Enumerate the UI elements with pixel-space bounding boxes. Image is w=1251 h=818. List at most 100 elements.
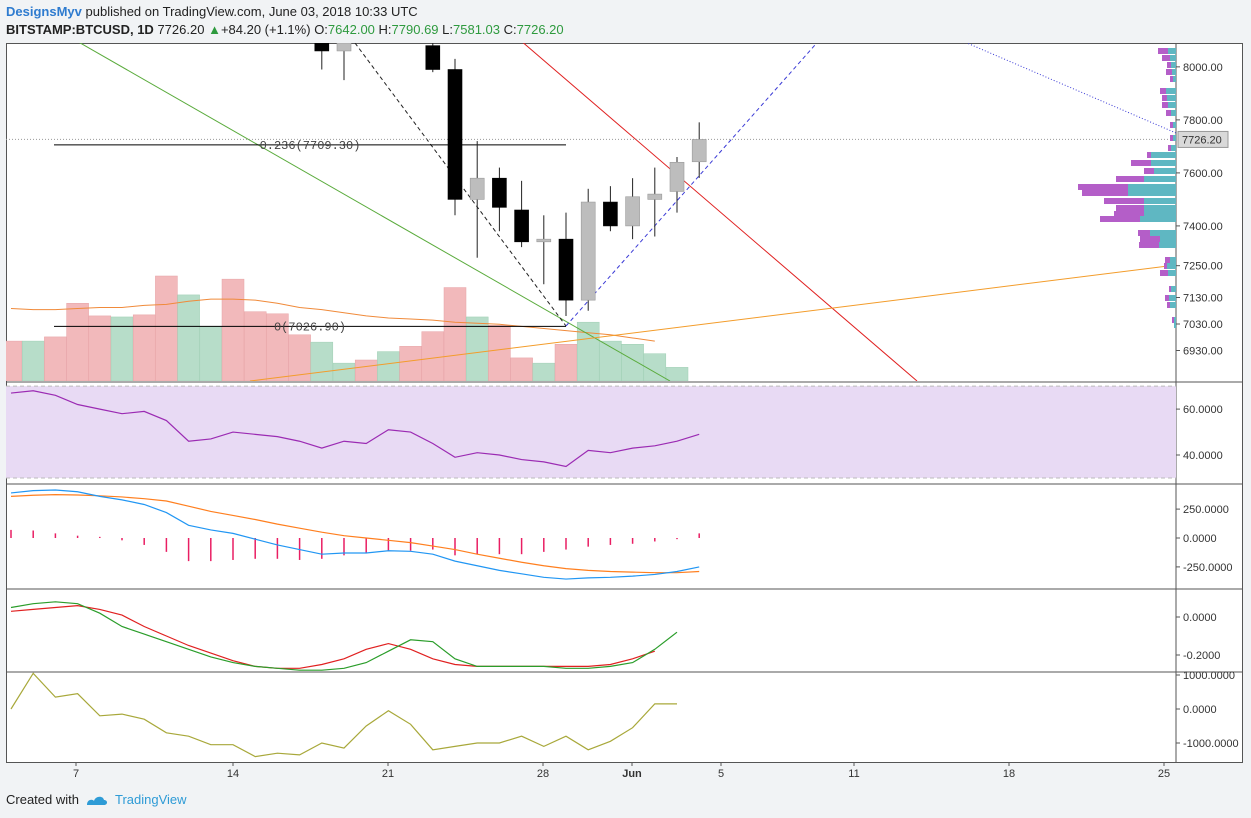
volume-bar — [88, 315, 112, 381]
cci-pane[interactable] — [10, 672, 677, 758]
volume-profile-sell — [1078, 184, 1128, 190]
volume-profile-sell — [1104, 198, 1144, 204]
price-tick-label: 7600.00 — [1183, 168, 1223, 180]
volume-profile-buy — [1144, 205, 1176, 211]
volume-profile-sell — [1162, 95, 1167, 101]
price-tick-label: 7250.00 — [1183, 261, 1223, 273]
price-pane[interactable]: 0.236(7709.30) 0(7026.90) — [0, 24, 1176, 381]
volume-profile-sell — [1082, 190, 1128, 196]
volume-ma-line — [10, 298, 655, 342]
volume-profile-buy — [1166, 88, 1176, 94]
created-with-text: Created with — [6, 792, 79, 807]
time-tick-label: 25 — [1158, 768, 1170, 780]
volume-profile-sell — [1147, 152, 1151, 158]
volume-profile-buy — [1154, 168, 1176, 174]
candle-down — [314, 43, 330, 52]
volume-profile-sell — [1165, 295, 1169, 301]
volume-bar — [243, 311, 267, 381]
time-tick-label: 18 — [1003, 768, 1015, 780]
volume-bar — [488, 325, 511, 381]
high-label: H: — [378, 22, 392, 37]
cci-tick-label: 1000.0000 — [1183, 670, 1235, 682]
volume-profile-buy — [1172, 69, 1176, 75]
volume-profile-buy — [1171, 110, 1176, 116]
candle-up — [580, 201, 596, 301]
chart-canvas[interactable]: 0.236(7709.30) 0(7026.90) 7 14 21 28 Jun 5 11 18… — [0, 0, 1251, 790]
volume-profile-buy — [1128, 184, 1176, 190]
volume-profile-sell — [1116, 205, 1144, 211]
volume-bar — [377, 351, 400, 381]
price-axes[interactable]: 8000.00 7800.00 7600.00 7400.00 7250.00 7130.… — [1176, 62, 1239, 750]
last-price-tag-label: 7726.20 — [1182, 134, 1222, 146]
volume-profile-buy — [1151, 160, 1176, 166]
volume-profile-sell — [1167, 62, 1171, 68]
volume-bar — [510, 357, 533, 381]
volume-bar — [44, 336, 67, 381]
author-link[interactable]: DesignsMyv — [6, 4, 82, 19]
macd-signal-line — [10, 494, 700, 574]
macd-tick-label: -250.0000 — [1183, 562, 1233, 574]
volume-profile-sell — [1160, 88, 1166, 94]
volume-profile-buy — [1168, 270, 1176, 276]
blue-dotted-line — [965, 43, 1176, 134]
volume-profile-buy — [1171, 145, 1176, 151]
last-price-tag — [1177, 130, 1229, 148]
volume-profile-sell — [1170, 76, 1173, 82]
open-value: 7642.00 — [327, 22, 375, 37]
change-value: +84.20 (+1.1%) — [220, 22, 311, 37]
oscillator-pane[interactable] — [10, 601, 678, 671]
volume-profile-buy — [1160, 236, 1176, 242]
last-price: 7726.20 — [157, 22, 205, 37]
volume-profile-sell — [1138, 230, 1150, 236]
time-axis[interactable]: 7 14 21 28 Jun 5 11 18 25 — [73, 762, 1170, 780]
volume-profile-sell — [1170, 135, 1173, 141]
volume-profile-buy — [1174, 322, 1176, 328]
price-tick-label: 7800.00 — [1183, 115, 1223, 127]
volume-profile-buy — [1168, 102, 1176, 108]
cci-tick-label: 0.0000 — [1183, 704, 1217, 716]
red-trendline — [522, 43, 918, 381]
rsi-pane[interactable] — [6, 385, 1176, 479]
volume-bar — [665, 367, 689, 381]
volume-bar — [66, 303, 89, 381]
volume-bar — [332, 362, 356, 381]
volume-profile-sell — [1167, 302, 1170, 308]
volume-profile-sell — [1166, 110, 1171, 116]
cci-tick-label: -1000.0000 — [1183, 738, 1239, 750]
footer: Created with TradingView — [6, 792, 187, 807]
candle-down — [558, 238, 574, 301]
volume-profile-buy — [1151, 152, 1176, 158]
volume-profile-buy — [1174, 317, 1176, 323]
volume-profile-sell — [1172, 317, 1174, 323]
macd-pane[interactable] — [10, 489, 700, 580]
price-tick-label: 7030.00 — [1183, 319, 1223, 331]
volume-profile-sell — [1166, 69, 1172, 75]
volume-profile-buy — [1128, 190, 1176, 196]
volume-profile-sell — [1162, 55, 1170, 61]
close-label: C: — [503, 22, 517, 37]
volume-profile-buy — [1173, 135, 1176, 141]
candle-down — [492, 177, 507, 208]
volume-profile-buy — [1168, 48, 1176, 54]
tradingview-link[interactable]: TradingView — [114, 792, 187, 807]
candle-up — [625, 196, 640, 227]
time-tick-label: 5 — [718, 768, 724, 780]
volume-bar — [399, 346, 422, 381]
volume-bar — [354, 359, 378, 381]
macd-line — [10, 489, 700, 580]
candle-down — [603, 201, 618, 227]
time-tick-label: Jun — [622, 768, 642, 780]
volume-profile-buy — [1170, 302, 1176, 308]
volume-profile-buy — [1173, 76, 1176, 82]
price-tick-label: 8000.00 — [1183, 62, 1223, 74]
cci-line — [10, 672, 677, 758]
volume-bar — [576, 321, 600, 381]
publish-info: DesignsMyv published on TradingView.com,… — [6, 4, 418, 19]
open-label: O: — [314, 22, 328, 37]
volume-profile-buy — [1170, 257, 1176, 263]
volume-profile-buy — [1167, 95, 1176, 101]
low-value: 7581.03 — [453, 22, 501, 37]
fib-level-label: 0(7026.90) — [274, 320, 346, 334]
volume-profile-buy — [1144, 198, 1176, 204]
volume-bar — [155, 275, 178, 381]
